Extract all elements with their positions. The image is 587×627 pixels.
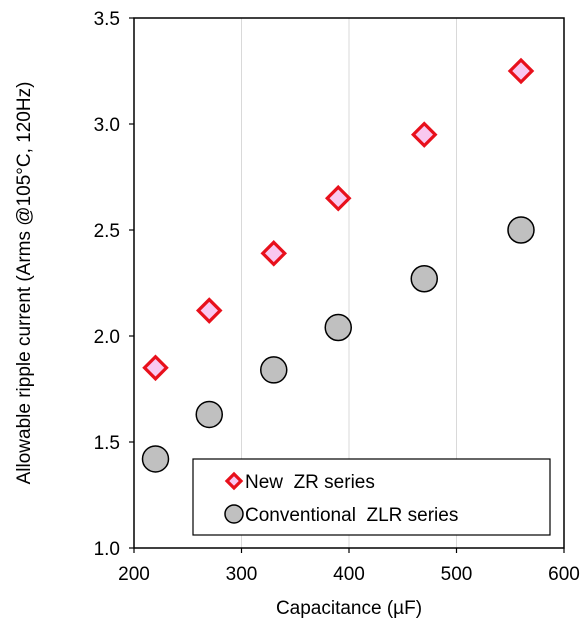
x-axis-title: Capacitance (µF) xyxy=(276,598,422,619)
legend-entries: New ZR series Conventional ZLR series xyxy=(224,471,458,526)
circle-data-point xyxy=(260,356,288,384)
diamond-data-point xyxy=(324,184,352,212)
diamond-data-point xyxy=(410,121,438,148)
diamond-data-point xyxy=(142,354,169,382)
y-tick-label: 3.0 xyxy=(94,115,120,136)
legend-label: Conventional ZLR series xyxy=(245,505,458,526)
x-tick-label: 400 xyxy=(333,564,365,585)
y-tick-label: 1.0 xyxy=(94,539,120,560)
data-points xyxy=(141,57,535,473)
diamond-data-point xyxy=(507,57,535,85)
legend: New ZR series Conventional ZLR series xyxy=(192,458,551,536)
circle-data-point xyxy=(324,313,352,342)
circle-data-point xyxy=(141,445,170,473)
legend-diamond-icon xyxy=(224,471,244,491)
series-1-points xyxy=(142,57,535,382)
y-tick-label: 2.5 xyxy=(94,221,120,242)
diamond-data-point xyxy=(195,297,223,324)
y-tick-label: 2.0 xyxy=(94,327,120,348)
circle-data-point xyxy=(195,400,223,429)
legend-box xyxy=(192,458,551,536)
x-tick-label: 600 xyxy=(548,564,580,585)
axis-ticks: 200 300 400 500 600 1.0 1.5 2.0 2.5 3.0 3.5 xyxy=(94,9,580,585)
y-tick-label: 3.5 xyxy=(94,9,120,30)
legend-label: New ZR series xyxy=(245,472,375,493)
x-tick-label: 300 xyxy=(226,564,258,585)
x-tick-label: 200 xyxy=(118,564,150,585)
y-tick-label: 1.5 xyxy=(94,433,120,454)
circle-data-point xyxy=(507,216,535,244)
diamond-data-point xyxy=(260,240,288,267)
y-axis-title: Allowable ripple current (Arms @105°C, 1… xyxy=(14,82,35,485)
legend-circle-icon xyxy=(224,504,244,524)
circle-data-point xyxy=(410,265,438,293)
series-2-points xyxy=(141,216,535,473)
x-tick-label: 500 xyxy=(441,564,473,585)
